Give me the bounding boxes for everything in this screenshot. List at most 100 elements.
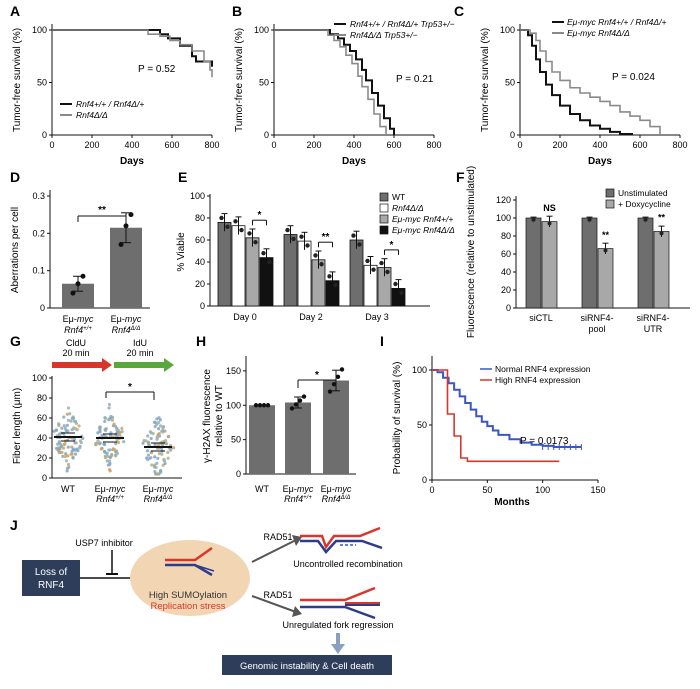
sig-g: * [128,382,132,393]
data-point [261,403,267,408]
survival-line-1 [52,29,213,67]
fiber-dot [65,469,69,473]
fiber-dot [66,406,71,410]
loss-of-rnf4-text: Loss of [35,567,67,578]
xlabel-h-3a: Eμ-myc [321,484,352,494]
fiber-dot [62,424,66,428]
xlabel-g-2a: Eμ-myc [95,484,126,494]
fiber-dot [110,415,115,420]
legend-i-1: Normal RNF4 expression [495,364,591,374]
fiber-dot [65,466,70,470]
fiber-dot [156,433,160,437]
fiber-dot [54,428,58,432]
xlabel-h-2b: Rnf4+/+ [284,494,312,504]
fiber-dot [118,433,122,437]
xtick-label: Day 0 [233,312,257,322]
fiber-dot [66,418,71,422]
ytick-label: 0 [42,473,47,483]
data-point [643,217,648,222]
xlabel-d-2b: Rnf4Δ/Δ [112,325,141,335]
fiber-dot [156,421,161,425]
fiber-dot [146,453,151,457]
ytick-label: 100 [412,365,427,375]
fiber-dot [155,437,159,441]
data-point [327,274,332,279]
legend-b-2: Rnf4Δ/Δ Trp53+/− [350,30,418,40]
xlabel-g-3b: Rnf4Δ/Δ [144,494,173,504]
bar [525,217,542,309]
fiber-dot [157,427,161,431]
fiber-dot [107,459,112,463]
ylabel-i: Probability of survival (%) [392,362,403,475]
data-point [393,281,398,287]
fiber-dot [153,424,157,429]
xtick-label: 800 [672,140,687,150]
bar [283,234,298,307]
panel-label-i: I [380,333,384,349]
bar [597,248,614,309]
fiber-dot [160,452,164,456]
ytick-label: 0 [42,130,47,140]
data-point [297,398,303,403]
fiber-dot [106,463,110,467]
fiber-dot [156,456,160,460]
fiber-dot [110,418,115,422]
fiber-dot [66,445,70,449]
data-point [261,251,266,256]
panel-label-c: C [454,3,464,19]
high-sumoylation-text: High SUMOylation [149,590,227,601]
panel-label-a: A [10,3,20,19]
fiber-dot [164,439,168,443]
xtick-label: 400 [124,140,139,150]
bar [297,240,312,307]
fiber-dot [108,469,112,473]
fiber-dot [159,424,163,428]
data-point [128,212,134,218]
legend-i-2: High RNF4 expression [495,375,581,385]
ytick-label: 0 [510,130,515,140]
fiber-dot [145,449,150,453]
data-point [253,403,259,408]
data-point [365,258,370,264]
xtick-label: 200 [84,140,99,150]
data-point [225,224,230,229]
fiber-dot [110,453,114,458]
svg-text:RNF4: RNF4 [38,580,65,591]
pvalue-a: P = 0.52 [138,64,176,75]
sig-label: ** [602,230,610,240]
replication-stress-ellipse [130,540,250,616]
ytick-label: 20 [37,453,47,463]
fiber-dot [103,416,108,421]
data-point [313,253,318,258]
data-point [385,269,390,275]
fiber-dot [71,416,76,420]
legend-c-1: Eμ-myc Rnf4+/+ / Rnf4Δ/+ [567,17,666,27]
fiber-dot [107,406,111,410]
idu-arrow [114,362,164,368]
xtick-label: 600 [164,140,179,150]
fiber-dot [141,441,145,445]
xlabel-a: Days [120,156,144,167]
data-point [371,267,376,272]
survival-line-1 [432,369,582,448]
fiber-dot [98,441,102,445]
survival-line-2 [52,29,213,78]
fiber-dot [60,426,64,430]
panel-label-j: J [10,517,18,533]
ytick-label: 0.1 [32,266,45,276]
data-point [70,290,76,296]
ytick-label: 0 [506,303,511,313]
xtick-label: Day 3 [365,312,389,322]
ytick-label: 40 [195,257,205,267]
fiber-dot [160,429,164,433]
xlabel-d-2: Eμ-myc [111,314,142,324]
xtick-label: 100 [535,485,550,495]
data-point [333,282,338,288]
fiber-dot [79,441,83,445]
xlabel-h-3b: Rnf4Δ/Δ [322,494,351,504]
xtick-label: 200 [552,140,567,150]
fork-regression-icon [300,586,376,602]
fiber-dot [116,440,121,445]
